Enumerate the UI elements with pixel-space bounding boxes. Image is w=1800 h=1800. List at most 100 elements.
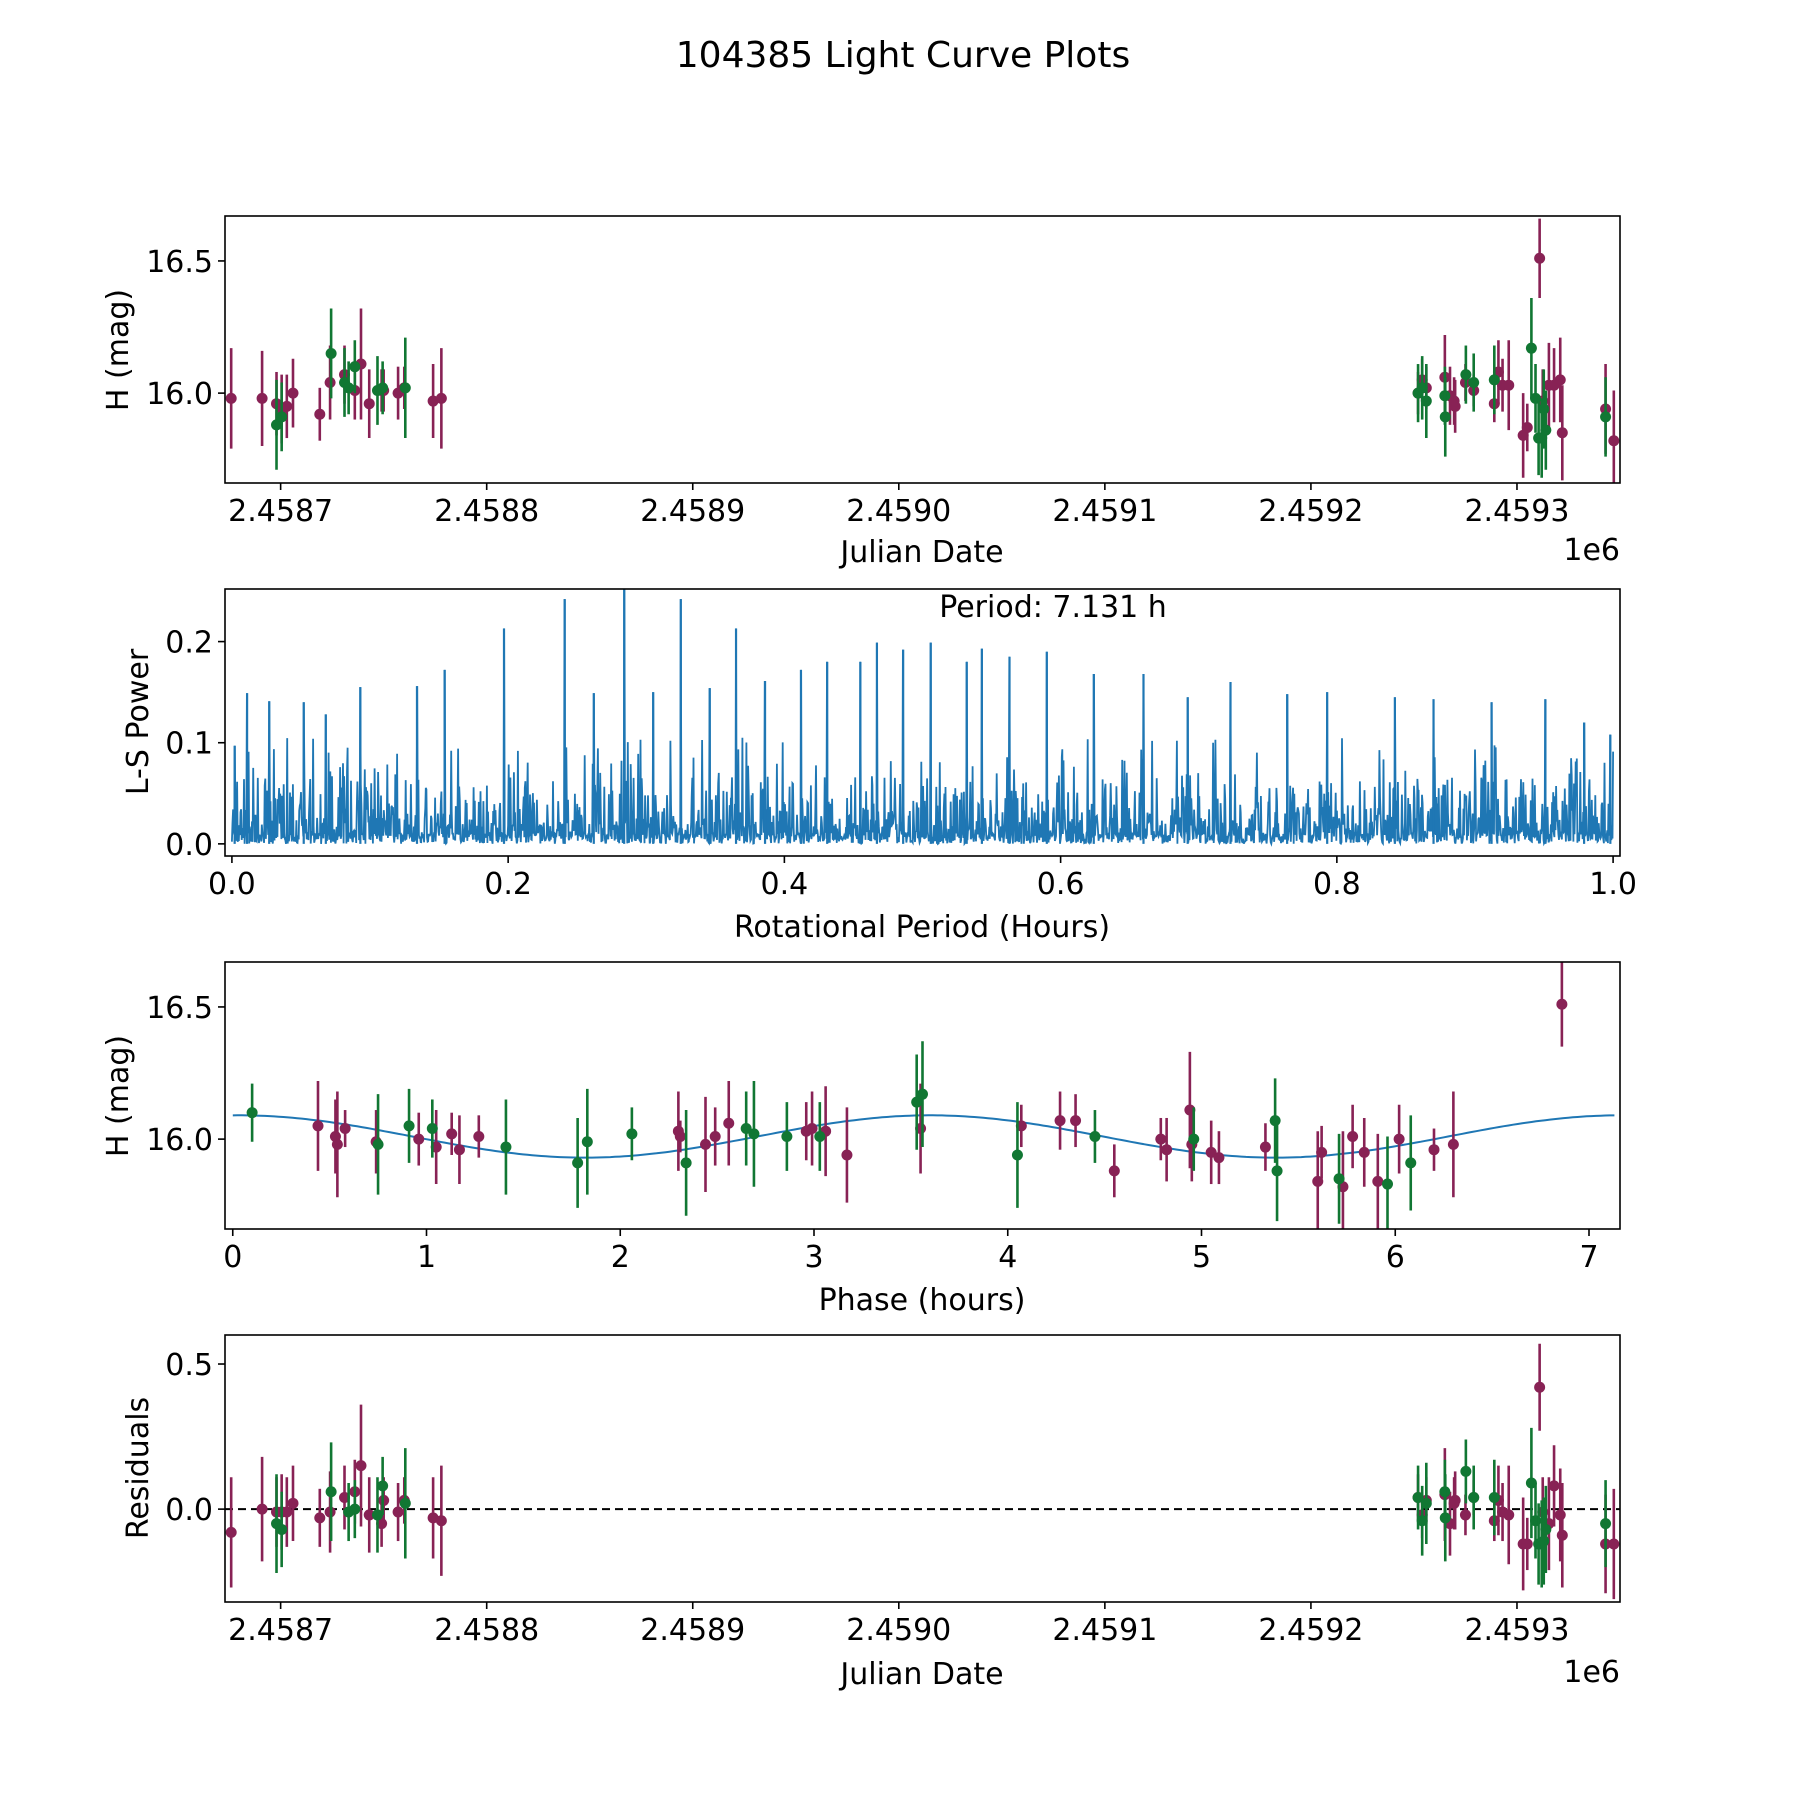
periodogram-xlabel: Rotational Period (Hours) (734, 910, 1110, 945)
marker (281, 1506, 293, 1518)
data-point-filter_b (371, 1477, 383, 1553)
marker (435, 1515, 447, 1527)
data-point-filter_b (748, 1080, 760, 1187)
marker (1358, 1146, 1370, 1158)
data-point-filter_b (399, 337, 411, 439)
residuals-ylabel: Residuals (121, 1397, 156, 1539)
marker (740, 1123, 752, 1135)
marker (1548, 1480, 1560, 1492)
marker (1420, 395, 1432, 407)
marker (911, 1096, 923, 1108)
phased-ylabel: H (mag) (101, 1035, 136, 1157)
data-point-filter_b (1271, 1120, 1283, 1222)
marker (1412, 1492, 1424, 1504)
data-point-filter_a (355, 1404, 367, 1527)
data-point-filter_b (403, 1088, 415, 1163)
phased-frame (224, 961, 1621, 1230)
marker (473, 1130, 485, 1142)
periodogram-line (231, 589, 1614, 847)
data-point-filter_a (1534, 218, 1546, 298)
data-point-filter_b (349, 1480, 361, 1539)
data-point-filter_b (377, 1456, 389, 1515)
data-point-filter_a (1608, 390, 1620, 483)
marker (325, 1486, 337, 1498)
residuals-panel: Residuals Julian Date 1e6 2.4587 2.4588 2.… (121, 1334, 1621, 1692)
marker (349, 361, 361, 373)
data-point-filter_b (1420, 364, 1432, 439)
marker (314, 408, 326, 420)
marker (1439, 1512, 1451, 1524)
data-point-filter_a (1556, 385, 1568, 481)
x-tick-label: 2 (611, 1240, 630, 1275)
marker (1333, 1173, 1345, 1185)
x-tick-label: 3 (804, 1240, 823, 1275)
marker (674, 1130, 686, 1142)
y-tick-label: 0.0 (165, 1493, 213, 1528)
x-tick-label: 0 (223, 1240, 242, 1275)
marker (841, 1149, 853, 1161)
marker (314, 1512, 326, 1524)
marker (413, 1133, 425, 1145)
data-point-filter_b (426, 1099, 438, 1158)
marker (403, 1120, 415, 1132)
y-tick-label: 16.5 (146, 991, 213, 1026)
marker (1382, 1178, 1393, 1190)
data-point-filter_a (1186, 1107, 1198, 1182)
marker (1393, 1133, 1405, 1145)
data-point-filter_b (1439, 377, 1451, 457)
marker (1600, 1518, 1612, 1530)
data-point-filter_b (1540, 390, 1552, 470)
data-point-filter_a (1608, 1488, 1620, 1600)
data-point-filter_a (1449, 379, 1461, 433)
marker (256, 1503, 268, 1515)
data-point-filter_b (572, 1117, 584, 1208)
data-point-filter_a (329, 1099, 341, 1174)
x-tick-label: 2.4588 (434, 1613, 539, 1648)
marker (1503, 379, 1515, 391)
marker (331, 1138, 343, 1150)
data-point-filter_b (1416, 356, 1428, 420)
marker (1540, 424, 1552, 436)
marker (435, 392, 447, 404)
data-point-filter_a (1205, 1120, 1217, 1185)
data-point-filter_b (399, 1448, 411, 1559)
lightcurve-panel: H (mag) Julian Date 1e6 2.4587 2.4588 2.45… (101, 215, 1621, 570)
marker (271, 419, 283, 431)
period-annotation: Period: 7.131 h (939, 590, 1167, 625)
x-tick-label: 0.0 (208, 867, 256, 902)
marker (343, 382, 355, 394)
marker (1540, 1523, 1552, 1535)
data-point-filter_a (225, 348, 237, 449)
data-point-filter_a (446, 1112, 458, 1155)
marker (1554, 374, 1566, 386)
marker (363, 1509, 375, 1521)
marker (1460, 1465, 1472, 1477)
marker (1600, 411, 1612, 423)
marker (723, 1117, 735, 1129)
marker (1161, 1144, 1173, 1156)
data-point-filter_a (1554, 337, 1566, 423)
marker (500, 1141, 512, 1153)
marker (1608, 435, 1620, 447)
marker (1416, 1515, 1428, 1527)
marker (1556, 1529, 1568, 1541)
marker (1608, 1538, 1620, 1550)
data-point-filter_a (1534, 1343, 1546, 1431)
data-point-filter_b (1420, 1462, 1432, 1544)
data-point-filter_b (581, 1088, 593, 1195)
marker (1372, 1175, 1384, 1187)
data-point-filter_a (435, 348, 447, 449)
data-point-filter_b (271, 1474, 283, 1573)
x-tick-label: 2.4588 (434, 494, 539, 529)
periodogram-panel: L-S Power Rotational Period (Hours) Peri… (121, 588, 1637, 945)
marker (1468, 377, 1480, 389)
marker (748, 1128, 760, 1140)
data-point-filter_b (740, 1091, 752, 1166)
marker (399, 382, 411, 394)
data-point-filter_b (626, 1107, 638, 1161)
x-tick-label: 5 (1192, 1240, 1211, 1275)
marker (1205, 1146, 1217, 1158)
marker (1054, 1115, 1066, 1127)
x-tick-label: 0.8 (1313, 867, 1361, 902)
x-tick-label: 1 (417, 1240, 436, 1275)
